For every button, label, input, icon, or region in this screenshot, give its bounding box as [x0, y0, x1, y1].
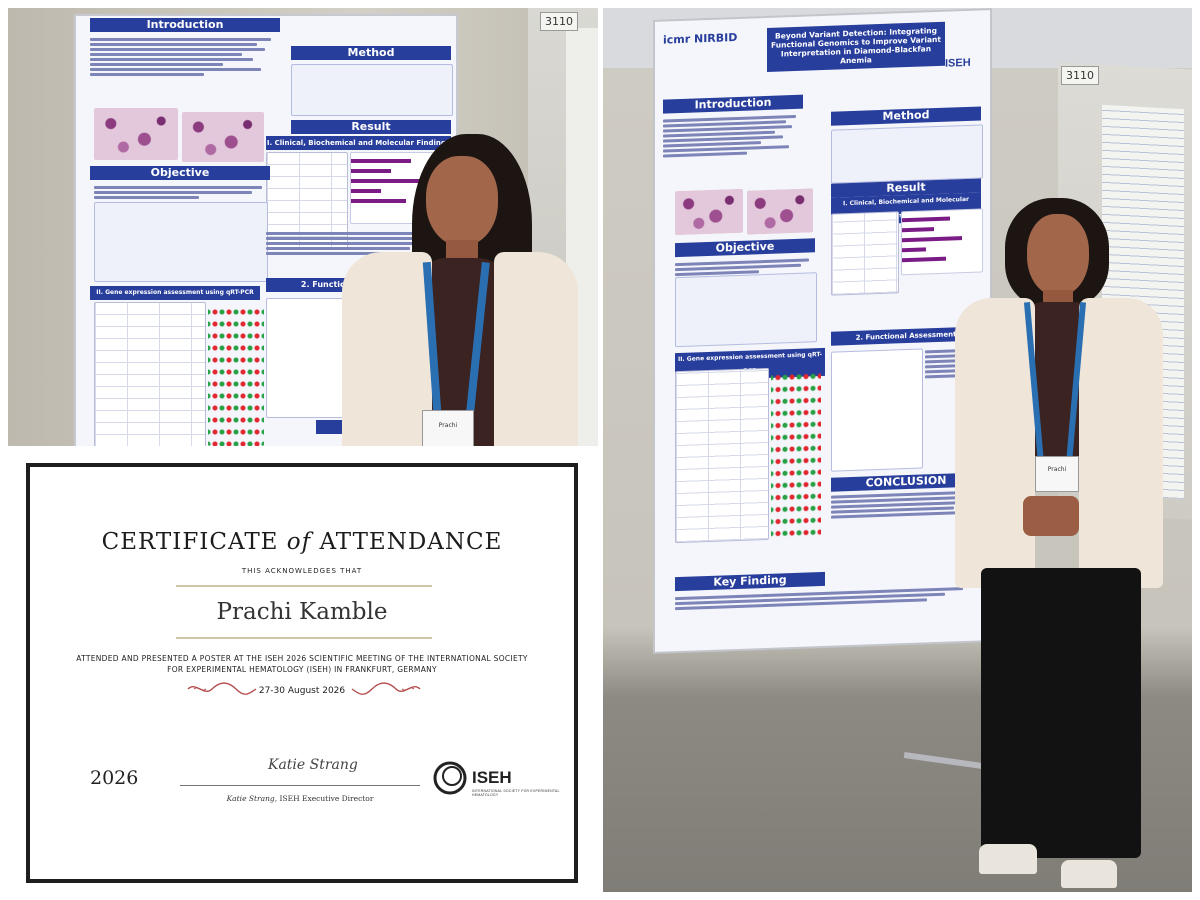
handwritten-signature: Katie Strang: [268, 757, 358, 773]
blazer-left: [342, 252, 432, 446]
poster-heading-key-finding: Key Finding: [675, 571, 825, 592]
certificate-body: ATTENDED AND PRESENTED A POSTER AT THE I…: [76, 654, 528, 674]
clinical-table: [831, 211, 899, 296]
face: [1027, 214, 1089, 296]
flourish-ornament-left: [187, 682, 257, 695]
poster-photo-right: 3110 icmr NIRBID Beyond Variant Detectio…: [603, 8, 1192, 892]
name-badge: Prachi: [422, 410, 474, 446]
expression-legend-dots: [208, 306, 264, 446]
certificate-title: CERTIFICATE of ATTENDANCE: [30, 529, 574, 555]
blood-smear-image: [747, 188, 813, 235]
poster-findings-text: [266, 230, 451, 257]
certificate-title-word: ATTENDANCE: [319, 529, 503, 555]
dark-trousers: [981, 568, 1141, 858]
poster-title: Beyond Variant Detection: Integrating Fu…: [767, 21, 945, 72]
event-dates: 27-30 August 2026: [258, 686, 346, 696]
signature-line: [180, 785, 420, 786]
method-diagram: [291, 64, 453, 116]
poster-heading-result: Result: [291, 120, 451, 134]
blood-smear-image: [94, 108, 178, 160]
blazer-left: [955, 298, 1035, 588]
poster-heading-clinical: I. Clinical, Biochemical and Molecular F…: [266, 136, 451, 150]
poster-objective-text: [94, 184, 269, 201]
board-number: 3110: [1061, 66, 1099, 85]
acknowledgement-line: THIS ACKNOWLEDGES THAT: [241, 567, 363, 575]
poster-heading-objective: Objective: [90, 166, 270, 180]
poster-photo-left: 3110 Introduction Method Result I. Clini…: [8, 8, 598, 446]
method-diagram: [831, 124, 983, 184]
poster-heading-introduction: Introduction: [90, 18, 280, 32]
gene-expression-table: [94, 302, 206, 446]
iseh-logo-subtitle: INTERNATIONAL SOCIETY FOR EXPERIMENTAL H…: [472, 789, 560, 797]
left-shoe: [979, 844, 1037, 874]
poster-intro-text: [90, 36, 280, 78]
iseh-logo-text: ISEH: [472, 768, 512, 787]
divider: [176, 585, 432, 587]
assessment-plot: [831, 348, 923, 472]
signatory-name: Katie Strang: [226, 794, 275, 803]
blood-smear-image: [182, 112, 264, 162]
poster-heading-method: Method: [831, 106, 981, 126]
bar-chart: [901, 208, 983, 276]
research-poster: icmr NIRBID Beyond Variant Detection: In…: [655, 10, 990, 652]
poster-heading-objective: Objective: [675, 238, 815, 258]
objective-diagram: [94, 202, 268, 282]
signatory-title: , ISEH Executive Director: [274, 794, 374, 803]
board-number: 3110: [540, 12, 578, 31]
blazer-right: [494, 252, 578, 446]
clasped-hands: [1023, 496, 1079, 536]
flourish-ornament-right: [351, 682, 421, 695]
poster-heading-introduction: Introduction: [663, 94, 803, 114]
objective-diagram: [675, 272, 817, 348]
certificate-year: 2026: [90, 767, 139, 789]
iseh-logo-icon: [433, 761, 467, 795]
right-shoe: [1061, 860, 1117, 888]
expression-legend-dots: [771, 370, 821, 538]
poster-intro-text: [663, 113, 803, 160]
certificate-title-word: CERTIFICATE: [101, 529, 279, 555]
certificate-of-attendance: CERTIFICATE of ATTENDANCE THIS ACKNOWLED…: [26, 463, 578, 883]
recipient-name: Prachi Kamble: [216, 599, 388, 625]
face: [426, 156, 498, 246]
iseh-poster-logo: ISEH: [945, 56, 971, 70]
name-badge: Prachi: [1035, 456, 1079, 492]
gene-expression-table: [675, 367, 769, 544]
signatory-caption: Katie Strang, ISEH Executive Director: [180, 794, 420, 803]
poster-heading-gene-expression: II. Gene expression assessment using qRT…: [90, 286, 260, 300]
poster-heading-method: Method: [291, 46, 451, 60]
blood-smear-image: [675, 188, 743, 236]
blazer-right: [1079, 298, 1163, 588]
certificate-title-of: of: [286, 529, 312, 555]
divider: [176, 637, 432, 639]
institute-logo: icmr NIRBID: [663, 30, 738, 47]
